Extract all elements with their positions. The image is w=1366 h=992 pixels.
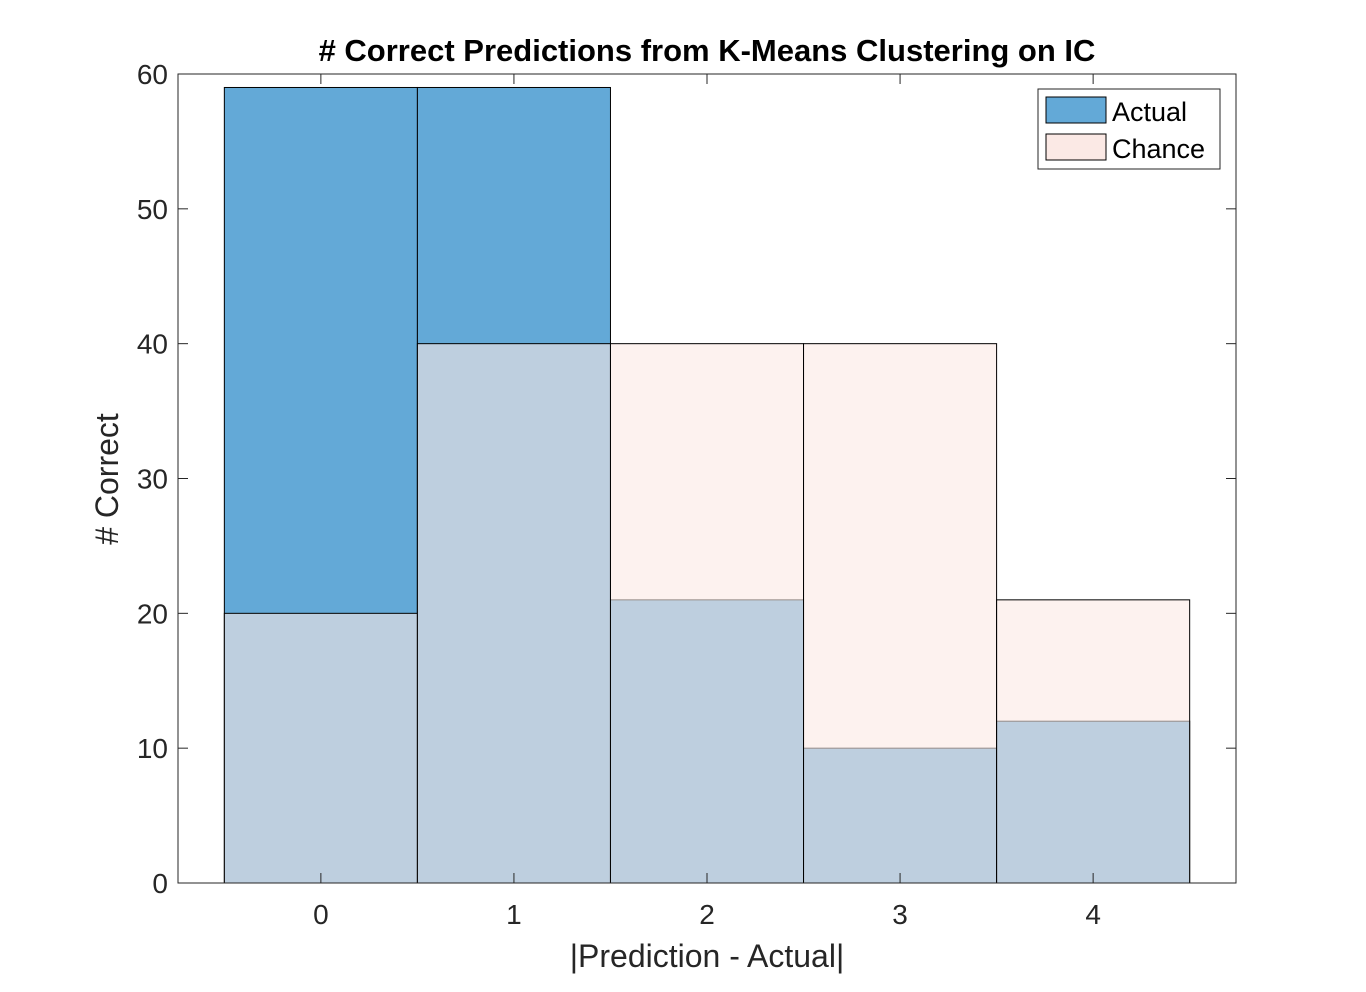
y-axis-label: # Correct xyxy=(89,413,125,545)
legend: Actual Chance xyxy=(1037,88,1221,170)
bar-chance-1 xyxy=(416,343,611,884)
y-tick-label-50: 50 xyxy=(137,194,168,225)
x-tick-label-2: 2 xyxy=(699,899,715,930)
bar-chance-3 xyxy=(803,343,998,884)
legend-swatch-actual xyxy=(1045,96,1107,124)
bar-chance-0 xyxy=(223,612,418,884)
bar-chance-2 xyxy=(609,343,805,884)
x-tick-label-4: 4 xyxy=(1085,899,1101,930)
y-tick-label-30: 30 xyxy=(137,464,168,495)
chart-title: # Correct Predictions from K-Means Clust… xyxy=(319,33,1096,68)
x-tick-label-1: 1 xyxy=(506,899,522,930)
x-tick-label-3: 3 xyxy=(892,899,908,930)
legend-swatch-chance xyxy=(1045,133,1107,161)
legend-label-chance: Chance xyxy=(1112,134,1205,164)
y-tick-label-0: 0 xyxy=(152,868,168,899)
y-tick-label-10: 10 xyxy=(137,733,168,764)
bars-layer xyxy=(223,86,1191,884)
y-tick-label-40: 40 xyxy=(137,329,168,360)
x-axis-label: |Prediction - Actual| xyxy=(570,938,845,974)
bar-chance-4 xyxy=(996,599,1191,884)
ticks-layer: 0 10 20 30 40 50 60 0 1 2 3 4 xyxy=(137,59,1236,930)
x-tick-label-0: 0 xyxy=(313,899,329,930)
y-tick-label-60: 60 xyxy=(137,59,168,90)
y-tick-label-20: 20 xyxy=(137,598,168,629)
legend-label-actual: Actual xyxy=(1112,97,1187,127)
